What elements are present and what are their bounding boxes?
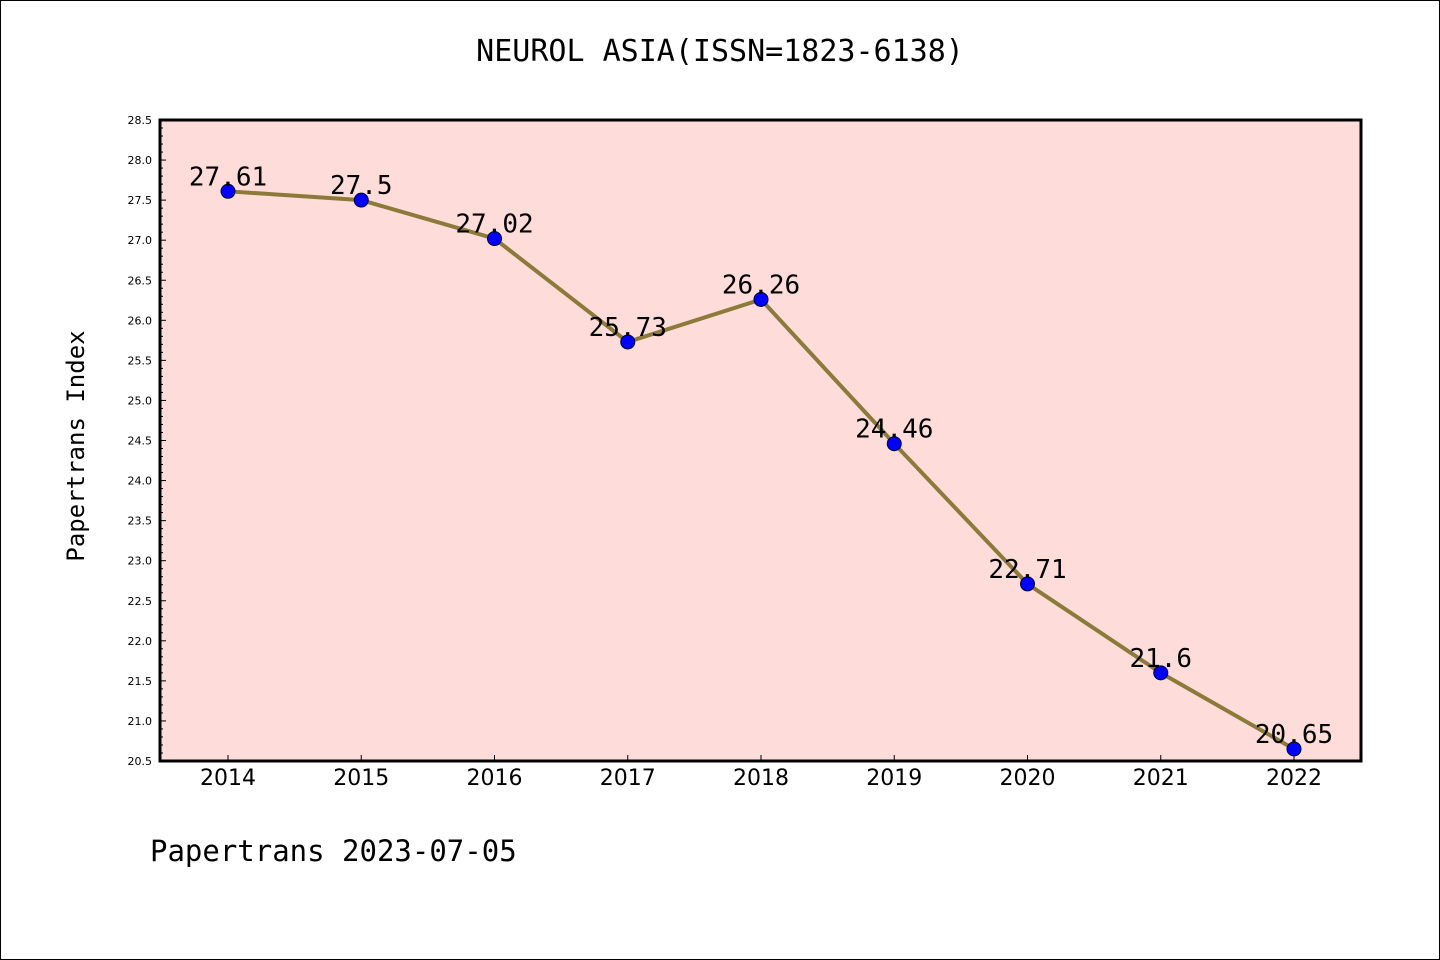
data-label: 24.46: [855, 415, 933, 445]
chart-title: NEUROL ASIA(ISSN=1823-6138): [476, 34, 964, 69]
data-label: 27.5: [330, 171, 393, 201]
y-tick-label: 22.5: [128, 595, 153, 608]
plot-area: [160, 120, 1361, 761]
data-label: 27.02: [455, 210, 533, 240]
data-label: 21.6: [1129, 644, 1192, 674]
data-point: [620, 334, 636, 350]
data-point: [886, 436, 902, 452]
plot-border: [158, 118, 1363, 763]
y-tick-label: 23.5: [128, 515, 153, 528]
x-tick-label: 2022: [1266, 766, 1322, 791]
x-tick-label: 2018: [733, 766, 789, 791]
y-tick-label: 27.0: [128, 234, 153, 247]
x-tick-label: 2017: [600, 766, 656, 791]
data-point: [1153, 665, 1169, 681]
series-group: 27.61 27.5 27.02 25.73 26.26 24.46 22.71 21.6 20…: [189, 162, 1333, 757]
data-point: [353, 192, 369, 208]
x-tick-label: 2016: [467, 766, 523, 791]
x-tick-label: 2019: [866, 766, 922, 791]
y-tick-label: 21.0: [128, 715, 153, 728]
y-tick-label: 22.0: [128, 635, 153, 648]
y-tick-label: 20.5: [128, 755, 153, 768]
data-label: 25.73: [589, 313, 667, 343]
data-point: [220, 183, 236, 199]
y-tick-label: 24.5: [128, 435, 153, 448]
x-tick-label: 2020: [1000, 766, 1056, 791]
y-axis: 20.5 21.0 21.5 22.0 22.5 23.0 23.5 24.0 24.5 25.0…: [128, 114, 166, 768]
y-tick-label: 21.5: [128, 675, 153, 688]
data-label: 27.61: [189, 162, 267, 192]
data-label: 22.71: [988, 555, 1066, 585]
x-tick-label: 2014: [200, 766, 256, 791]
y-tick-label: 23.0: [128, 555, 153, 568]
y-tick-label: 28.0: [128, 154, 153, 167]
data-label: 20.65: [1255, 720, 1333, 750]
x-tick-label: 2015: [333, 766, 389, 791]
data-label: 26.26: [722, 270, 800, 300]
data-point: [1286, 741, 1302, 757]
data-point: [487, 231, 502, 247]
y-tick-label: 25.5: [128, 354, 153, 367]
y-tick-label: 28.5: [128, 114, 153, 127]
data-point: [1020, 576, 1035, 592]
data-point: [753, 291, 769, 307]
y-tick-label: 26.5: [128, 274, 153, 287]
y-tick-label: 25.0: [128, 394, 153, 407]
x-axis: 2014 2015 2016 2017 2018 2019 2020 2021 2022: [200, 755, 1322, 791]
footer-text: Papertrans 2023-07-05: [150, 834, 517, 868]
y-tick-label: 24.0: [128, 475, 153, 488]
y-tick-label: 27.5: [128, 194, 153, 207]
y-tick-label: 26.0: [128, 314, 153, 327]
x-tick-label: 2021: [1133, 766, 1189, 791]
